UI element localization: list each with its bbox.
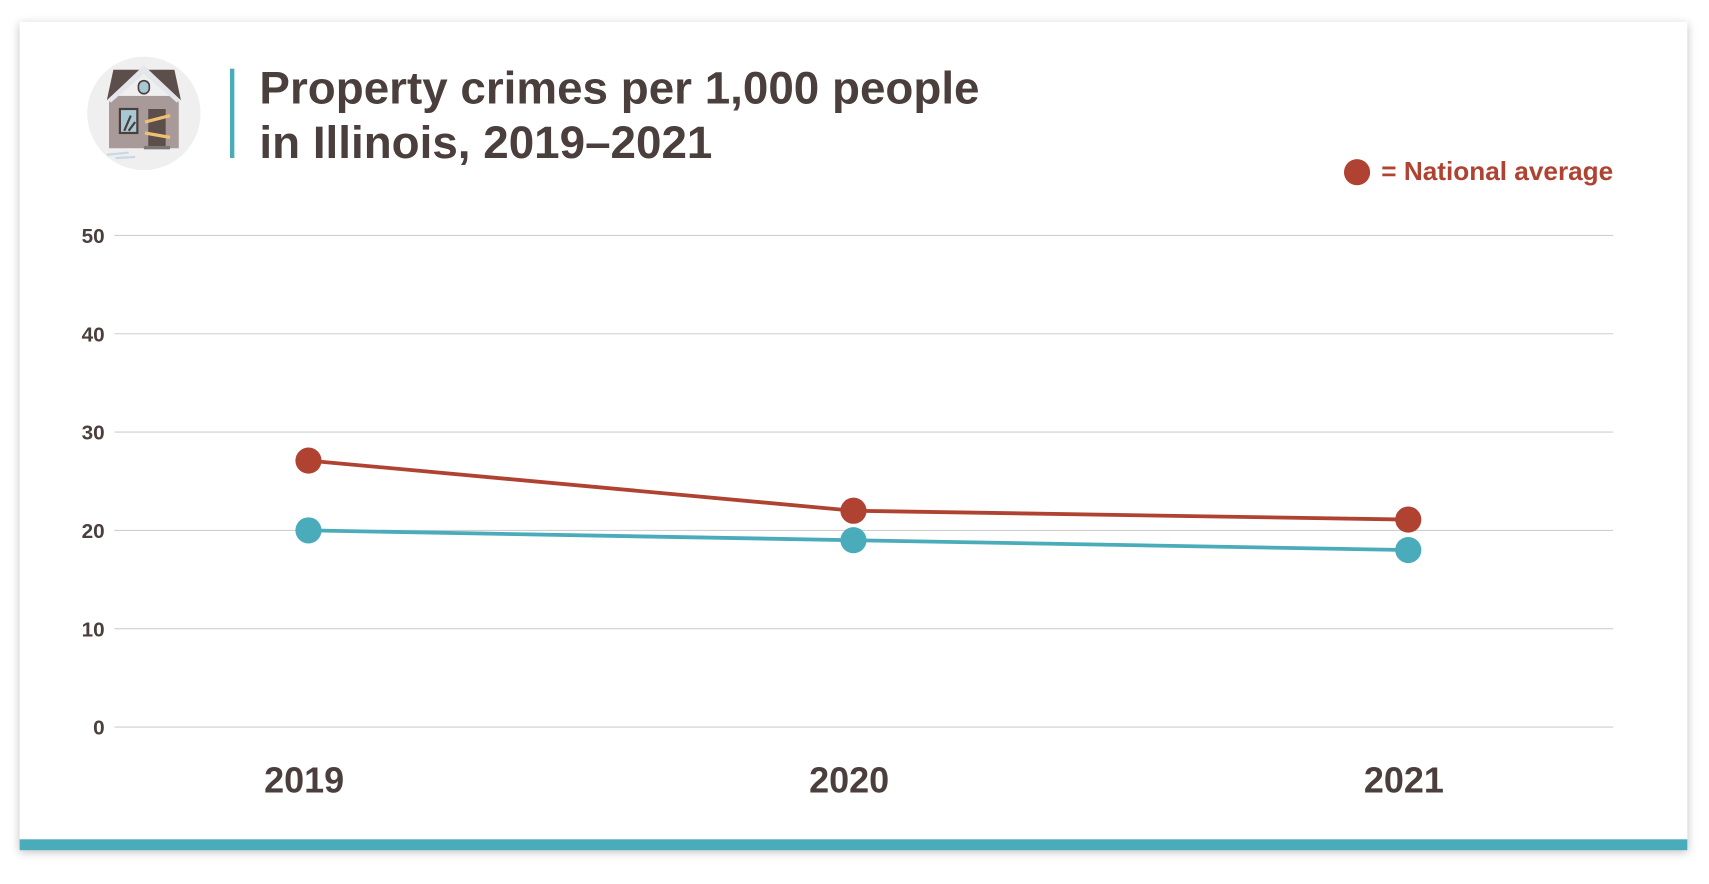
legend-marker-national [1344, 159, 1371, 186]
x-tick-label: 2021 [1364, 759, 1444, 800]
title-line-1: Property crimes per 1,000 people [259, 62, 980, 114]
y-tick-label: 0 [93, 717, 105, 740]
title-accent-bar [229, 68, 235, 159]
y-tick-label: 20 [82, 520, 105, 543]
legend: = National average [1344, 157, 1613, 188]
data-point-illinois-2021 [1395, 536, 1422, 564]
y-tick-label: 10 [82, 618, 105, 641]
legend-label-national: = National average [1381, 156, 1614, 187]
data-point-national-2020 [840, 497, 867, 524]
chart-title: Property crimes per 1,000 people in Illi… [259, 61, 979, 170]
y-tick-label: 30 [82, 422, 105, 445]
chart-card [19, 21, 1688, 851]
y-tick-label: 40 [82, 323, 105, 346]
title-line-2: in Illinois, 2019–2021 [259, 116, 713, 168]
boarded-house-icon [87, 56, 201, 171]
data-point-illinois-2019 [295, 517, 322, 544]
x-tick-label: 2020 [809, 759, 889, 800]
x-tick-label: 2019 [264, 759, 344, 800]
data-point-national-2019 [295, 447, 322, 474]
data-point-national-2021 [1395, 506, 1422, 533]
bottom-accent-bar [19, 839, 1688, 851]
data-point-illinois-2020 [840, 527, 867, 554]
y-tick-label: 50 [82, 225, 105, 248]
